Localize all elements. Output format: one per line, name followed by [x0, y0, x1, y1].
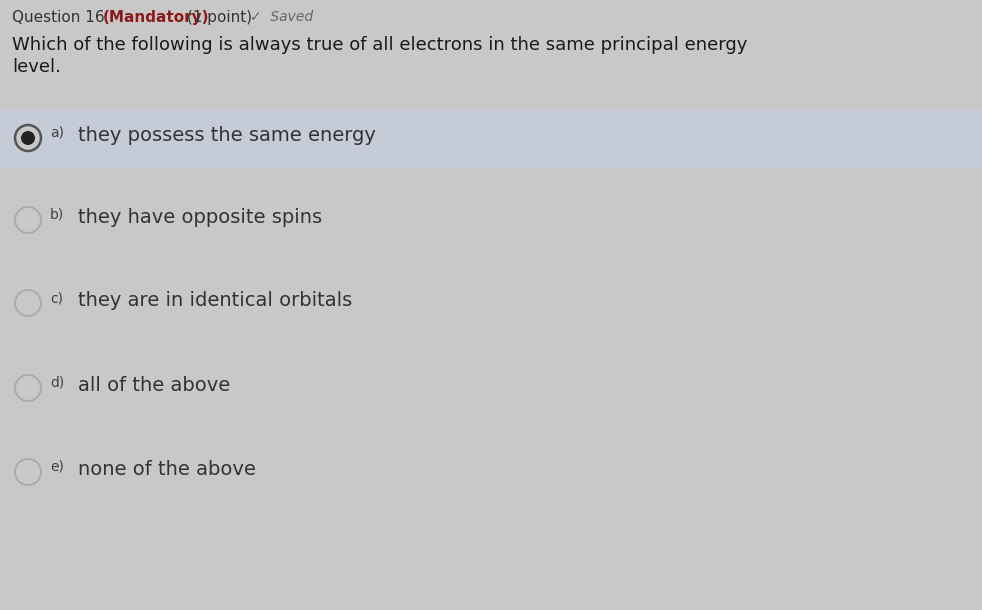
Circle shape [15, 207, 41, 233]
Text: (Mandatory): (Mandatory) [103, 10, 209, 25]
Circle shape [15, 459, 41, 485]
FancyBboxPatch shape [0, 110, 982, 168]
Text: they possess the same energy: they possess the same energy [78, 126, 376, 145]
Text: c): c) [50, 291, 63, 305]
Text: they are in identical orbitals: they are in identical orbitals [78, 291, 353, 310]
Text: all of the above: all of the above [78, 376, 230, 395]
Text: (1 point): (1 point) [182, 10, 252, 25]
Text: none of the above: none of the above [78, 460, 256, 479]
Text: b): b) [50, 208, 64, 222]
Text: Question 16: Question 16 [12, 10, 110, 25]
Text: they have opposite spins: they have opposite spins [78, 208, 322, 227]
Text: d): d) [50, 376, 64, 390]
Text: a): a) [50, 126, 64, 140]
Circle shape [15, 375, 41, 401]
Text: ✓  Saved: ✓ Saved [250, 10, 313, 24]
Text: Which of the following is always true of all electrons in the same principal ene: Which of the following is always true of… [12, 36, 747, 54]
Text: level.: level. [12, 58, 61, 76]
Circle shape [15, 125, 41, 151]
Text: e): e) [50, 460, 64, 474]
Circle shape [21, 131, 35, 145]
Circle shape [15, 290, 41, 316]
